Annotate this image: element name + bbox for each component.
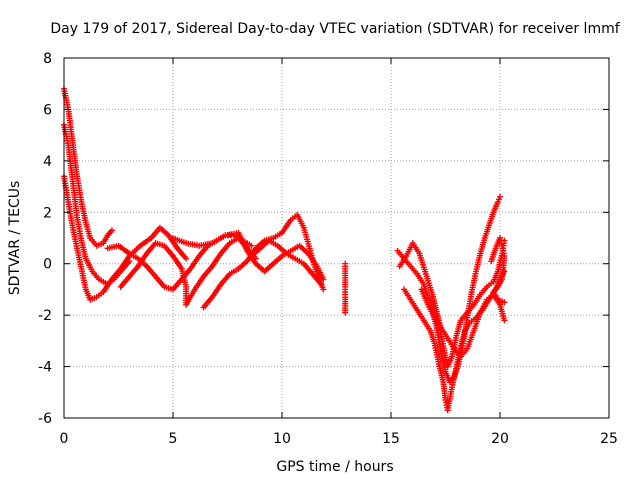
data-point [108,227,115,234]
y-tick-label: 8 [43,51,52,67]
tick-labels: 0 5 10 15 20 25 -6 -4 -2 0 2 4 6 8 [38,51,618,447]
y-tick-label: -6 [38,411,52,427]
y-tick-label: 0 [43,257,52,273]
x-tick-label: 20 [491,431,509,447]
axis-ticks [63,57,610,419]
series-track-c [61,173,190,303]
data-point [342,309,349,316]
data-point [248,242,255,249]
data-points [61,85,508,414]
series-track-a [61,85,115,249]
data-point [320,286,327,293]
data-point [501,317,508,324]
series-track-g [200,211,327,311]
data-point [183,255,190,262]
x-tick-label: 25 [600,431,618,447]
y-tick-label: 6 [43,102,52,118]
series-track-i [342,260,349,316]
data-point [318,281,325,288]
y-tick-label: 2 [43,205,52,221]
series-track-b [61,121,133,288]
data-point [320,276,327,283]
x-tick-label: 15 [382,431,400,447]
y-tick-label: 4 [43,154,52,170]
y-tick-label: -4 [38,360,52,376]
x-tick-label: 0 [60,431,69,447]
data-point [501,299,508,306]
series-track-n [488,235,508,306]
x-tick-label: 5 [169,431,178,447]
grid-lines [64,58,609,418]
y-axis-label: SDTVAR / TECUs [7,181,23,296]
y-tick-label: -2 [38,308,52,324]
plot-frame [63,57,610,419]
x-tick-label: 10 [273,431,291,447]
chart-title: Day 179 of 2017, Sidereal Day-to-day VTE… [50,21,620,37]
x-axis-label: GPS time / hours [276,459,393,475]
data-point [497,193,503,200]
series-track-h [248,237,325,288]
